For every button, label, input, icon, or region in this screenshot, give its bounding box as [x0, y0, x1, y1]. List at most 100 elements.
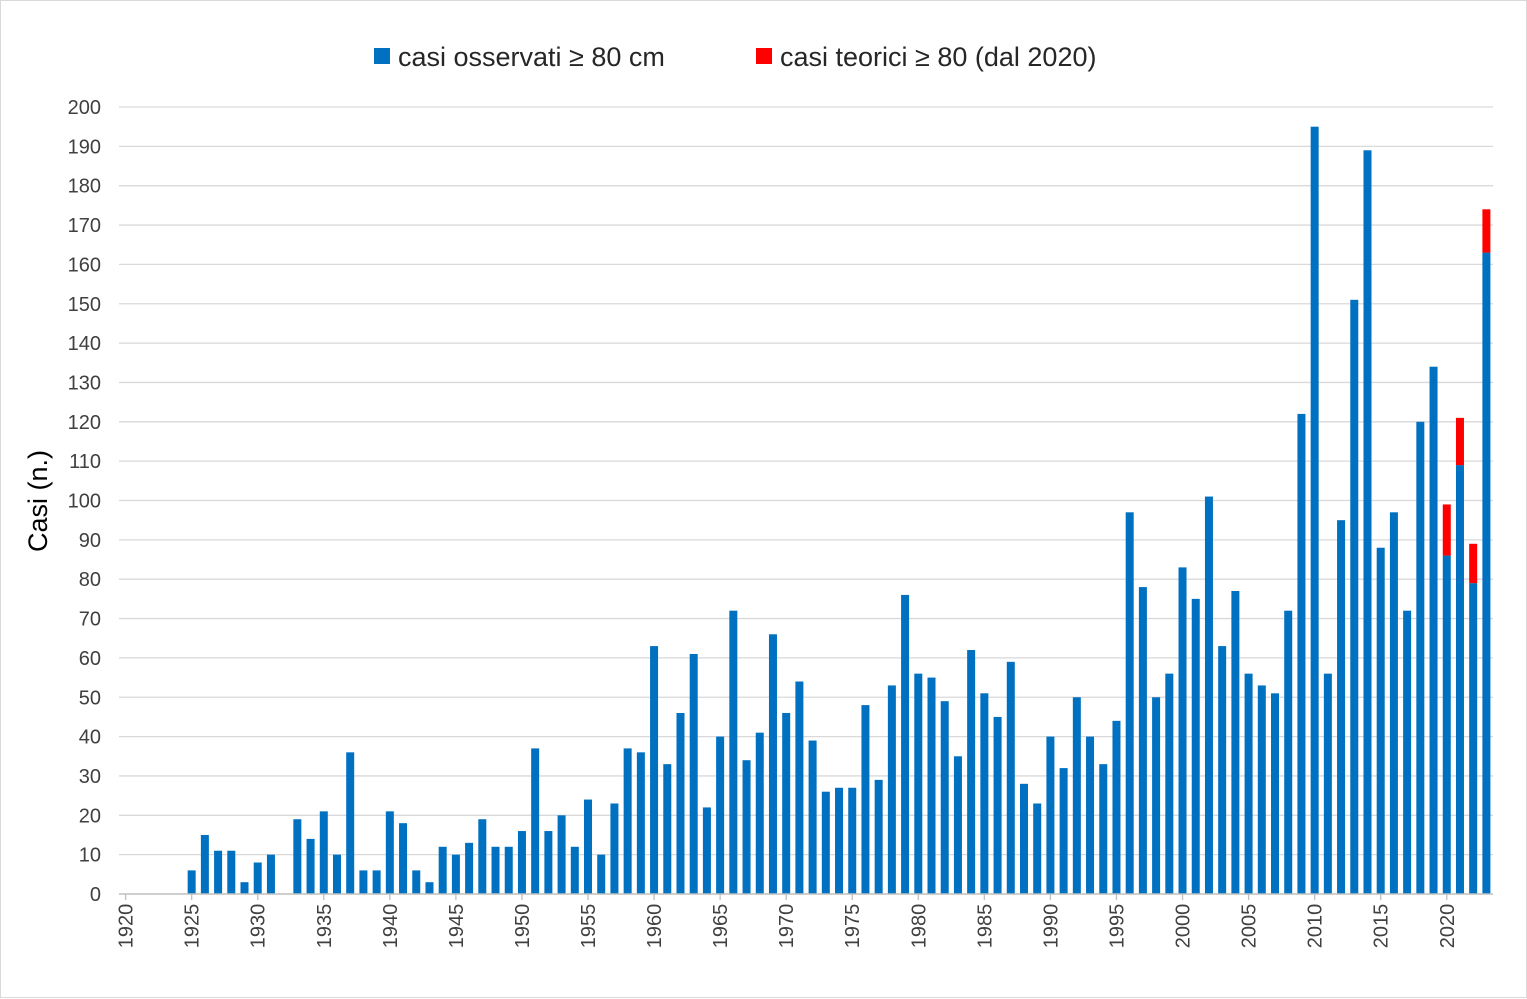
y-tick-label: 200 — [68, 97, 101, 119]
legend: casi osservati ≥ 80 cm casi teorici ≥ 80… — [374, 42, 1096, 72]
bar-observed-1934 — [306, 838, 315, 894]
bar-observed-1969 — [768, 634, 777, 894]
bar-observed-2011 — [1323, 673, 1332, 894]
bar-observed-1977 — [874, 779, 883, 894]
bar-observed-1955 — [584, 799, 593, 894]
y-tick-label: 80 — [79, 569, 101, 591]
bar-observed-1930 — [253, 862, 262, 894]
bar-observed-1988 — [1019, 783, 1028, 894]
x-axis-tick-labels: 1920 1925 1930 1935 1940 1945 1950 1955 1960 1965… — [116, 894, 1459, 948]
y-axis-label: Casi (n.) — [23, 450, 53, 552]
bar-observed-1927 — [214, 850, 223, 894]
x-tick-label: 1975 — [842, 904, 864, 949]
bar-observed-1956 — [597, 854, 606, 894]
bar-observed-1952 — [544, 831, 553, 894]
bar-observed-1933 — [293, 819, 302, 894]
bar-theoretical-2020 — [1442, 504, 1451, 556]
x-tick-label: 1980 — [908, 904, 930, 949]
bar-observed-1979 — [901, 594, 910, 894]
bar-observed-1972 — [808, 740, 817, 894]
bar-observed-1954 — [570, 846, 579, 894]
bar-observed-1995 — [1112, 720, 1121, 894]
bar-observed-2009 — [1297, 413, 1306, 894]
bar-observed-1975 — [848, 787, 857, 894]
bar-observed-1997 — [1138, 587, 1147, 894]
bar-observed-1957 — [610, 803, 619, 894]
bar-observed-2012 — [1337, 520, 1346, 894]
x-tick-label: 1950 — [512, 904, 534, 949]
x-tick-label: 1930 — [248, 904, 270, 949]
bar-observed-2020 — [1442, 555, 1451, 894]
bar-observed-1985 — [980, 693, 989, 894]
bar-observed-2006 — [1257, 685, 1266, 894]
bar-observed-2023 — [1482, 252, 1491, 895]
bar-observed-1993 — [1086, 736, 1095, 894]
legend-swatch-observed — [374, 48, 390, 64]
bar-observed-1999 — [1165, 673, 1174, 894]
bar-observed-1941 — [399, 823, 408, 894]
bar-observed-2016 — [1389, 512, 1398, 894]
bar-observed-1947 — [478, 819, 487, 894]
bar-observed-1946 — [465, 842, 474, 894]
bar-observed-1950 — [517, 831, 526, 894]
bar-observed-1951 — [531, 748, 540, 894]
y-tick-label: 20 — [79, 805, 101, 827]
x-tick-label: 1920 — [116, 904, 138, 949]
bar-observed-1987 — [1006, 661, 1015, 894]
legend-label-theoretical: casi teorici ≥ 80 (dal 2020) — [780, 42, 1096, 72]
bar-observed-2007 — [1271, 693, 1280, 894]
bar-observed-2021 — [1455, 465, 1464, 894]
y-tick-label: 30 — [79, 766, 101, 788]
y-tick-label: 160 — [68, 254, 101, 276]
y-axis-tick-labels: 0 10 20 30 40 50 60 70 80 90 100 110 120 130 140 150 160… — [68, 97, 101, 906]
y-tick-label: 170 — [68, 215, 101, 237]
bar-observed-2004 — [1231, 591, 1240, 894]
bar-observed-2017 — [1403, 610, 1412, 894]
bar-observed-1943 — [425, 882, 434, 894]
bar-observed-1981 — [927, 677, 936, 894]
bar-theoretical-2023 — [1482, 209, 1491, 253]
bar-observed-1976 — [861, 705, 870, 894]
x-tick-label: 1925 — [182, 904, 204, 949]
bar-observed-1942 — [412, 870, 421, 894]
bar-observed-1989 — [1033, 803, 1042, 894]
y-tick-label: 190 — [68, 136, 101, 158]
x-tick-label: 2010 — [1305, 904, 1327, 949]
bar-observed-1965 — [716, 736, 725, 894]
bar-observed-1961 — [663, 764, 672, 894]
bar-observed-1990 — [1046, 736, 1055, 894]
bar-observed-1929 — [240, 882, 249, 894]
bar-observed-2015 — [1376, 547, 1385, 894]
y-tick-label: 140 — [68, 333, 101, 355]
legend-swatch-theoretical — [756, 48, 772, 64]
bars — [187, 126, 1491, 895]
bar-observed-1935 — [319, 811, 328, 894]
bar-observed-2005 — [1244, 673, 1253, 894]
bar-observed-2003 — [1218, 646, 1227, 894]
bar-observed-1939 — [372, 870, 381, 894]
x-tick-label: 1985 — [974, 904, 996, 949]
bar-observed-1991 — [1059, 768, 1068, 894]
bar-observed-2010 — [1310, 126, 1319, 895]
bar-observed-1967 — [742, 760, 751, 894]
x-tick-label: 1965 — [710, 904, 732, 949]
x-tick-label: 1990 — [1040, 904, 1062, 949]
bar-observed-1962 — [676, 712, 685, 894]
y-tick-label: 120 — [68, 412, 101, 434]
x-tick-label: 1995 — [1106, 904, 1128, 949]
y-tick-label: 100 — [68, 491, 101, 513]
bar-observed-1948 — [491, 846, 500, 894]
bar-observed-2008 — [1284, 610, 1293, 894]
bar-observed-1978 — [887, 685, 896, 894]
y-tick-label: 150 — [68, 294, 101, 316]
bar-observed-1992 — [1072, 697, 1081, 894]
bar-observed-1940 — [385, 811, 394, 894]
bar-observed-1928 — [227, 850, 236, 894]
bar-observed-1958 — [623, 748, 632, 894]
bar-observed-1931 — [266, 854, 275, 894]
x-tick-label: 2000 — [1173, 904, 1195, 949]
bar-observed-1964 — [702, 807, 711, 894]
bar-observed-1984 — [967, 650, 976, 894]
bar-observed-1994 — [1099, 764, 1108, 894]
